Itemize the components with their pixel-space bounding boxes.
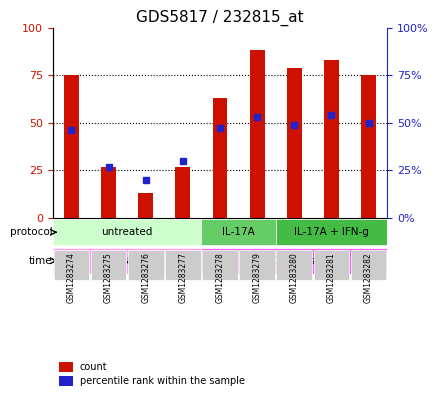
- Bar: [91, 250, 126, 280]
- Bar: [250, 50, 264, 218]
- Bar: [165, 250, 201, 280]
- Bar: [276, 219, 387, 245]
- Bar: [324, 60, 339, 218]
- Bar: [53, 248, 202, 274]
- Text: percentile rank within the sample: percentile rank within the sample: [80, 376, 245, 386]
- Bar: [213, 98, 227, 218]
- Text: GSM1283275: GSM1283275: [104, 252, 113, 303]
- Bar: [54, 250, 89, 280]
- Bar: [287, 68, 302, 218]
- Text: protocol: protocol: [10, 227, 53, 237]
- Text: GSM1283282: GSM1283282: [364, 252, 373, 303]
- Text: GSM1283281: GSM1283281: [327, 252, 336, 303]
- Bar: [138, 193, 153, 218]
- Bar: [361, 75, 376, 218]
- Text: GSM1283277: GSM1283277: [178, 252, 187, 303]
- Text: time: time: [29, 256, 53, 266]
- Bar: [101, 167, 116, 218]
- Text: GSM1283274: GSM1283274: [67, 252, 76, 303]
- Title: GDS5817 / 232815_at: GDS5817 / 232815_at: [136, 10, 304, 26]
- Bar: [202, 248, 387, 274]
- Bar: [202, 219, 276, 245]
- Text: 12 days: 12 days: [274, 256, 315, 266]
- Text: untreated: untreated: [102, 227, 153, 237]
- Bar: [64, 75, 79, 218]
- Bar: [202, 250, 238, 280]
- Text: count: count: [80, 362, 107, 372]
- Bar: [351, 250, 386, 280]
- Bar: [276, 250, 312, 280]
- Text: IL-17A: IL-17A: [222, 227, 255, 237]
- Bar: [128, 250, 164, 280]
- Text: 0 days: 0 days: [110, 256, 144, 266]
- Text: GSM1283280: GSM1283280: [290, 252, 299, 303]
- Bar: [176, 167, 190, 218]
- Text: GSM1283279: GSM1283279: [253, 252, 262, 303]
- Bar: [53, 219, 202, 245]
- Bar: [59, 362, 73, 372]
- Bar: [239, 250, 275, 280]
- Text: GSM1283276: GSM1283276: [141, 252, 150, 303]
- Bar: [314, 250, 349, 280]
- Text: IL-17A + IFN-g: IL-17A + IFN-g: [294, 227, 369, 237]
- Bar: [59, 376, 73, 386]
- Text: GSM1283278: GSM1283278: [216, 252, 224, 303]
